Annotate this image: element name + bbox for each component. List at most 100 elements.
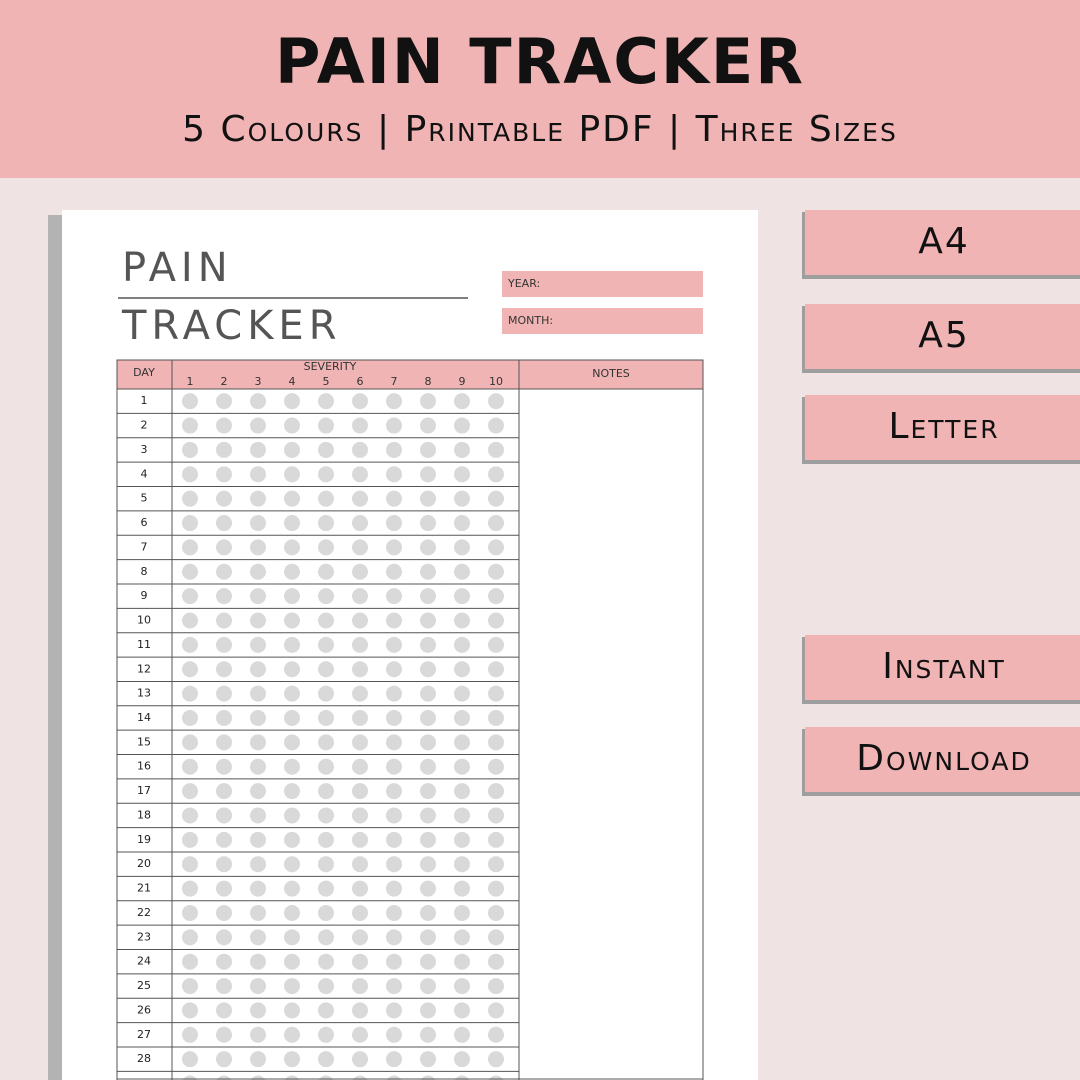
severity-dot: [250, 734, 266, 751]
severity-dot: [284, 783, 300, 800]
severity-dot: [386, 636, 402, 653]
day-header: DAY: [133, 366, 155, 379]
severity-dot: [488, 588, 504, 605]
severity-dot: [318, 783, 334, 800]
severity-dot: [216, 636, 232, 653]
severity-dot: [420, 539, 436, 556]
severity-dot: [488, 393, 504, 410]
severity-dot: [386, 466, 402, 483]
severity-dot: [284, 393, 300, 410]
severity-dot: [318, 393, 334, 410]
day-number: 12: [137, 662, 151, 675]
severity-dot: [284, 563, 300, 580]
side-labels: A4 A5 Letter Instant Download: [802, 210, 1080, 796]
header-title: PAIN TRACKER: [275, 25, 805, 98]
severity-dot: [454, 880, 470, 897]
severity-dot: [454, 393, 470, 410]
severity-level: 3: [255, 375, 262, 388]
severity-dot: [284, 758, 300, 775]
severity-dot: [386, 929, 402, 946]
severity-dot: [250, 539, 266, 556]
severity-level: 7: [391, 375, 398, 388]
severity-dot: [216, 490, 232, 507]
severity-dot: [182, 612, 198, 629]
day-number: 28: [137, 1052, 151, 1065]
day-number: 19: [137, 833, 151, 846]
severity-dot: [182, 904, 198, 921]
severity-dot: [420, 758, 436, 775]
day-number: 27: [137, 1028, 151, 1041]
severity-dot: [216, 953, 232, 970]
severity-dot: [420, 515, 436, 532]
severity-dot: [454, 831, 470, 848]
day-number: 13: [137, 687, 151, 700]
severity-dot: [250, 612, 266, 629]
severity-dot: [454, 856, 470, 873]
severity-dot: [454, 1026, 470, 1043]
severity-dot: [352, 856, 368, 873]
severity-level: 10: [489, 375, 503, 388]
severity-dot: [216, 393, 232, 410]
severity-dot: [216, 807, 232, 824]
severity-dot: [386, 441, 402, 458]
day-number: 25: [137, 979, 151, 992]
sheet-title: PAIN: [122, 245, 233, 291]
day-number: 18: [137, 808, 151, 821]
severity-dot: [352, 1051, 368, 1068]
severity-dot: [182, 831, 198, 848]
severity-dot: [318, 490, 334, 507]
severity-dot: [318, 953, 334, 970]
severity-dot: [284, 807, 300, 824]
severity-dot: [454, 612, 470, 629]
severity-level: 8: [425, 375, 432, 388]
severity-dot: [182, 441, 198, 458]
severity-dot: [250, 856, 266, 873]
severity-dot: [352, 661, 368, 678]
severity-dot: [284, 685, 300, 702]
severity-dot: [488, 685, 504, 702]
severity-dot: [488, 417, 504, 434]
sheet-shadow: [48, 215, 64, 1080]
severity-dot: [420, 417, 436, 434]
severity-dot: [318, 734, 334, 751]
severity-dot: [250, 709, 266, 726]
day-number: 20: [137, 857, 151, 870]
severity-dot: [420, 709, 436, 726]
label-box: [805, 395, 1080, 460]
severity-dot: [454, 466, 470, 483]
severity-dot: [250, 904, 266, 921]
severity-dot: [488, 734, 504, 751]
severity-dot: [250, 661, 266, 678]
severity-dot: [318, 904, 334, 921]
severity-dot: [386, 612, 402, 629]
severity-dot: [386, 661, 402, 678]
severity-level: 9: [459, 375, 466, 388]
severity-dot: [216, 978, 232, 995]
severity-dot: [488, 515, 504, 532]
severity-dot: [352, 953, 368, 970]
severity-dot: [318, 441, 334, 458]
severity-dot: [284, 515, 300, 532]
severity-dot: [284, 441, 300, 458]
severity-dot: [420, 978, 436, 995]
severity-dot: [386, 856, 402, 873]
severity-dot: [420, 685, 436, 702]
severity-dot: [454, 661, 470, 678]
severity-dot: [250, 929, 266, 946]
severity-dot: [216, 929, 232, 946]
day-number: 7: [141, 540, 148, 553]
severity-dot: [386, 515, 402, 532]
severity-dot: [420, 953, 436, 970]
severity-dot: [284, 636, 300, 653]
severity-dot: [284, 904, 300, 921]
severity-dot: [216, 417, 232, 434]
severity-dot: [488, 856, 504, 873]
severity-dot: [216, 758, 232, 775]
label-text: A4: [918, 221, 970, 262]
severity-dot: [284, 490, 300, 507]
severity-dot: [182, 978, 198, 995]
severity-dot: [488, 929, 504, 946]
severity-dot: [386, 880, 402, 897]
severity-dot: [318, 417, 334, 434]
severity-dot: [216, 539, 232, 556]
